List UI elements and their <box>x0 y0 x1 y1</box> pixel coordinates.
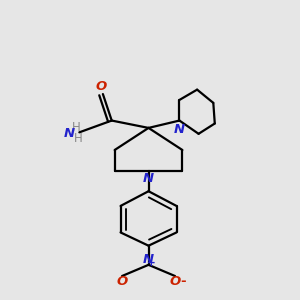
Text: N: N <box>143 253 154 266</box>
Text: N: N <box>143 172 154 185</box>
Text: H: H <box>72 122 81 134</box>
Text: N: N <box>64 127 75 140</box>
Text: +: + <box>147 258 156 268</box>
Text: -: - <box>181 275 186 288</box>
Text: O: O <box>169 275 181 288</box>
Text: O: O <box>96 80 107 93</box>
Text: O: O <box>116 275 128 288</box>
Text: H: H <box>74 132 82 145</box>
Text: N: N <box>174 124 185 136</box>
